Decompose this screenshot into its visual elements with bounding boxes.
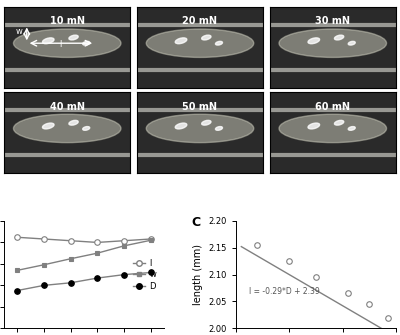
Ellipse shape <box>202 120 211 125</box>
Ellipse shape <box>279 29 386 57</box>
Text: 60 mN: 60 mN <box>315 102 350 112</box>
Ellipse shape <box>83 41 90 45</box>
Ellipse shape <box>216 41 222 45</box>
Ellipse shape <box>42 123 54 129</box>
Text: C: C <box>191 216 200 228</box>
Ellipse shape <box>83 127 90 130</box>
Ellipse shape <box>14 114 121 143</box>
Text: 10 mN: 10 mN <box>50 16 85 26</box>
Ellipse shape <box>146 114 254 143</box>
Text: 30 mN: 30 mN <box>315 16 350 26</box>
Y-axis label: length (mm): length (mm) <box>193 244 203 305</box>
Text: 40 mN: 40 mN <box>50 102 85 112</box>
Text: l: l <box>60 40 62 49</box>
Legend: l, w, D: l, w, D <box>130 255 160 294</box>
Ellipse shape <box>348 41 355 45</box>
Ellipse shape <box>146 29 254 57</box>
Ellipse shape <box>42 38 54 44</box>
Text: 20 mN: 20 mN <box>182 16 218 26</box>
Text: 50 mN: 50 mN <box>182 102 218 112</box>
Ellipse shape <box>279 114 386 143</box>
Ellipse shape <box>334 120 344 125</box>
Ellipse shape <box>202 35 211 40</box>
Ellipse shape <box>175 38 187 44</box>
Text: w: w <box>16 27 23 36</box>
Ellipse shape <box>308 38 320 44</box>
Ellipse shape <box>14 29 121 57</box>
Text: l = -0.29*D + 2.39: l = -0.29*D + 2.39 <box>249 287 320 296</box>
Ellipse shape <box>308 123 320 129</box>
Ellipse shape <box>348 127 355 130</box>
Ellipse shape <box>69 35 78 40</box>
Ellipse shape <box>69 120 78 125</box>
Ellipse shape <box>175 123 187 129</box>
Ellipse shape <box>216 127 222 130</box>
Ellipse shape <box>334 35 344 40</box>
